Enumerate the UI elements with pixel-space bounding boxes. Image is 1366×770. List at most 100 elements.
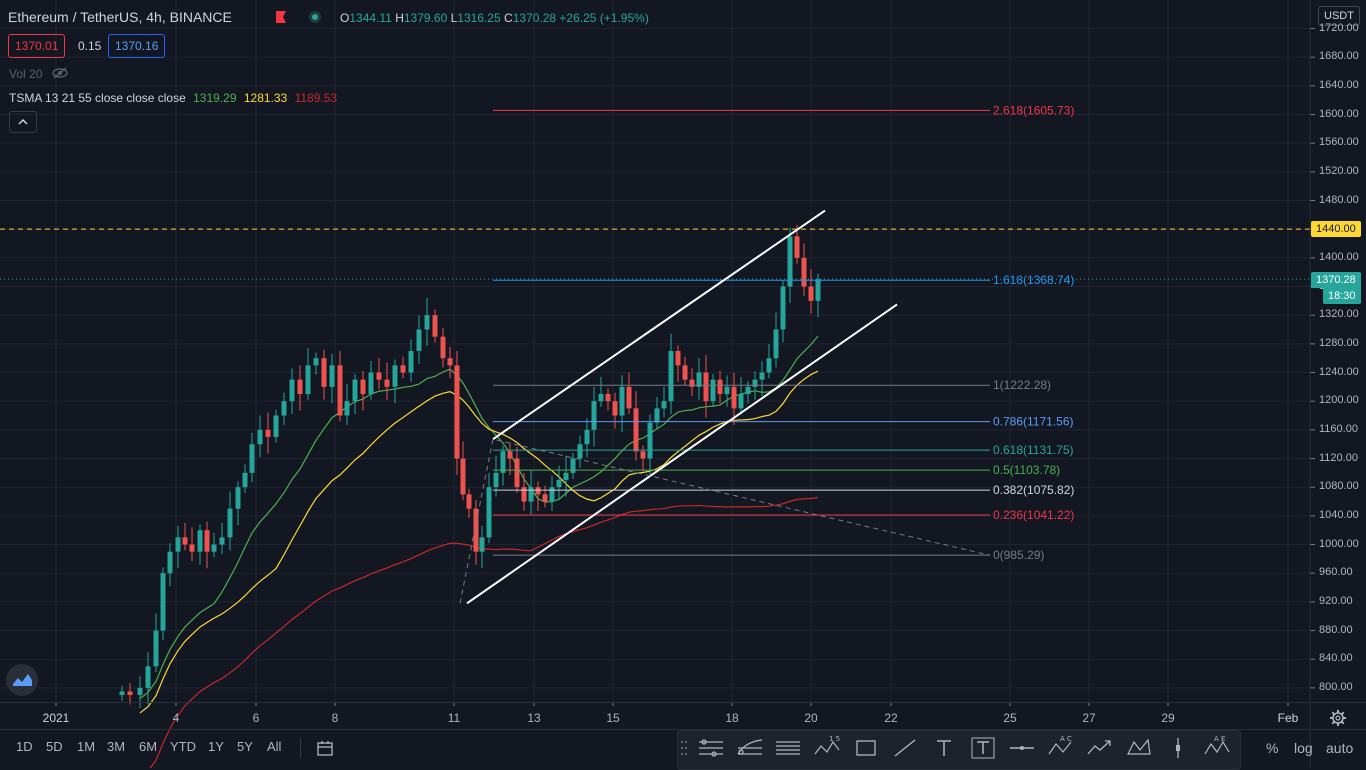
auto-scale-toggle[interactable]: auto: [1326, 740, 1354, 756]
candle-body: [535, 487, 541, 495]
volume-legend[interactable]: Vol 20: [9, 67, 68, 82]
channel-lower-line: [466, 303, 898, 605]
tsma-legend[interactable]: TSMA 13 21 55 close close close 1319.29 …: [9, 91, 337, 105]
tsma-value-13: 1319.29: [193, 91, 237, 105]
drawings: [0, 209, 1310, 605]
pitchfork-tool-icon[interactable]: [694, 732, 728, 764]
elliott-wave-tool-icon[interactable]: A E: [1200, 732, 1234, 764]
candle-body: [759, 372, 765, 380]
timeframe-ytd[interactable]: YTD: [170, 739, 196, 754]
price-tick-label: 960.00: [1319, 566, 1353, 579]
candle-body: [731, 386, 737, 409]
arrow-tool-icon[interactable]: [1083, 732, 1117, 764]
currency-label[interactable]: USDT: [1318, 6, 1360, 26]
symbol-title[interactable]: Ethereum / TetherUS, 4h, BINANCE: [8, 9, 232, 25]
time-tick-label: 13: [527, 711, 541, 725]
candle-body: [780, 286, 786, 330]
moving-average-lines: [139, 335, 819, 768]
fib-level-label: 0.236(1041.22): [993, 508, 1074, 522]
candle-body: [801, 257, 807, 287]
candle-body: [281, 401, 287, 416]
fib-tool-icon[interactable]: [733, 732, 767, 764]
vertical-line-tool-icon[interactable]: [1161, 732, 1195, 764]
tsma-value-55: 1189.53: [294, 91, 338, 105]
xabcd-pattern-tool-icon[interactable]: [1122, 732, 1156, 764]
anchored-text-tool-icon[interactable]: [966, 732, 1000, 764]
candle-body: [289, 379, 295, 402]
candle-body: [440, 336, 446, 359]
date-range-icon[interactable]: [316, 740, 334, 761]
candle-body: [773, 329, 779, 359]
time-tick-label: 18: [725, 711, 739, 725]
candle-body: [242, 472, 248, 488]
channel-tool-icon[interactable]: [771, 732, 805, 764]
sma-21-line: [139, 370, 819, 714]
candle-body: [745, 386, 751, 395]
time-tick-label: 15: [606, 711, 620, 725]
candle-body: [153, 630, 159, 667]
settings-gear-icon[interactable]: [1329, 709, 1347, 732]
volume-label: Vol 20: [9, 67, 43, 81]
price-tick-label: 1520.00: [1319, 164, 1359, 177]
text-tool-icon[interactable]: [927, 732, 961, 764]
collapse-legend-button[interactable]: [9, 111, 37, 133]
candle-body: [466, 494, 472, 509]
horizontal-line-tool-icon[interactable]: [1005, 732, 1039, 764]
candle-body: [257, 429, 263, 445]
candle-body: [752, 379, 758, 387]
time-tick-label: 6: [252, 711, 260, 725]
timeframe-5y[interactable]: 5Y: [237, 739, 253, 754]
price-tick-label: 1200.00: [1319, 394, 1359, 407]
candle-body: [710, 379, 716, 402]
candle-body: [416, 329, 422, 352]
tradingview-logo[interactable]: [6, 664, 38, 696]
candle-body: [305, 365, 311, 395]
candle-body: [182, 537, 188, 545]
symbol-name: Ethereum / TetherUS: [8, 9, 139, 25]
candles: [119, 224, 821, 708]
timeframe-1m[interactable]: 1M: [77, 739, 96, 754]
sell-button[interactable]: 1370.01: [8, 34, 66, 58]
timeframe-3m[interactable]: 3M: [107, 739, 126, 754]
abcd-pattern-tool-icon[interactable]: A C: [1044, 732, 1078, 764]
candle-body: [119, 691, 125, 696]
price-tick-label: 1040.00: [1319, 508, 1359, 521]
candle-body: [145, 666, 151, 688]
time-tick-label: 4: [172, 711, 180, 725]
candle-body: [787, 236, 793, 287]
candle-body: [175, 537, 181, 552]
percent-scale-toggle[interactable]: %: [1266, 740, 1279, 756]
chevron-up-icon: [18, 118, 28, 125]
candle-body: [479, 537, 485, 552]
candle-body: [297, 379, 303, 395]
timeframe-all[interactable]: All: [267, 739, 282, 754]
log-scale-toggle[interactable]: log: [1294, 740, 1313, 756]
rectangle-tool-icon[interactable]: [849, 732, 883, 764]
toolbar-separator: [300, 738, 301, 758]
timeframe-1d[interactable]: 1D: [16, 739, 33, 754]
pattern-tool-icon[interactable]: 1 5: [810, 732, 844, 764]
candle-body: [661, 401, 667, 409]
price-tick-label: 1600.00: [1319, 107, 1359, 120]
ohlc-legend: O1344.11 H1379.60 L1316.25 C1370.28 +26.…: [340, 11, 649, 25]
drag-handle-icon[interactable]: [680, 740, 688, 761]
candle-body: [654, 408, 660, 423]
candle-body: [500, 451, 506, 473]
timeframe-5d[interactable]: 5D: [46, 739, 63, 754]
fib-level-label: 1.618(1368.74): [993, 273, 1074, 287]
timeframe-6m[interactable]: 6M: [139, 739, 158, 754]
candle-body: [598, 394, 604, 402]
candle-body: [647, 422, 653, 459]
tsma-label: TSMA 13 21 55 close close close: [9, 91, 186, 105]
price-tick-label: 1640.00: [1319, 78, 1359, 91]
buy-button[interactable]: 1370.16: [108, 34, 166, 58]
candle-body: [696, 372, 702, 387]
trendline-tool-icon[interactable]: [888, 732, 922, 764]
timeframe-1y[interactable]: 1Y: [208, 739, 224, 754]
candle-body: [392, 365, 398, 387]
hidden-eye-icon[interactable]: [52, 67, 68, 82]
candle-body: [493, 472, 499, 488]
flag-icon[interactable]: [276, 11, 286, 23]
price-tick-label: 1000.00: [1319, 537, 1359, 550]
